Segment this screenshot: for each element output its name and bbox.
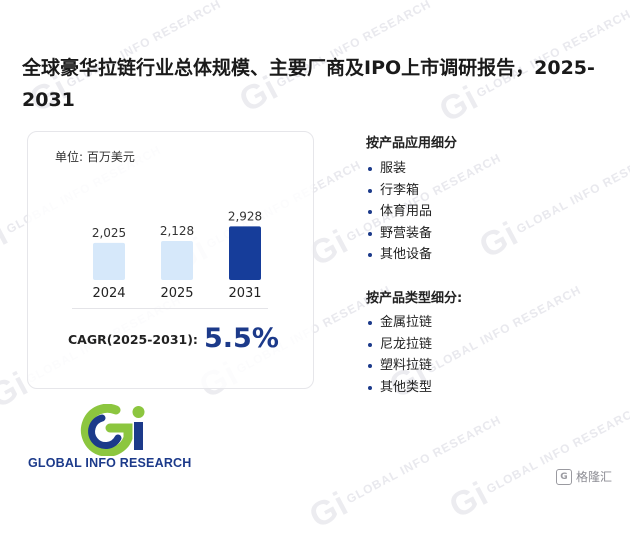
cagr-label: CAGR(2025-2031): bbox=[68, 332, 198, 347]
x-tick-label: 2031 bbox=[228, 286, 261, 301]
bar-2031 bbox=[229, 226, 261, 280]
cagr-value: 5.5% bbox=[204, 323, 279, 354]
gelonghui-icon: G bbox=[556, 468, 572, 485]
bar-value-label: 2,128 bbox=[160, 224, 194, 238]
gir-logo-icon bbox=[80, 404, 145, 456]
badge-text: 格隆汇 bbox=[576, 470, 613, 484]
unit-label: 单位: 百万美元 bbox=[55, 150, 135, 164]
x-tick-label: 2025 bbox=[160, 286, 193, 301]
list-item: 金属拉链 bbox=[366, 312, 432, 334]
type-segment-title: 按产品类型细分: bbox=[366, 291, 463, 306]
application-segment-list: 服装 行李箱 体育用品 野营装备 其他设备 bbox=[366, 158, 432, 266]
list-item: 塑料拉链 bbox=[366, 355, 432, 377]
bar-2025 bbox=[161, 241, 193, 280]
type-segment-list: 金属拉链 尼龙拉链 塑料拉链 其他类型 bbox=[366, 312, 432, 398]
list-item: 服装 bbox=[366, 158, 432, 180]
list-item: 其他类型 bbox=[366, 377, 432, 399]
list-item: 体育用品 bbox=[366, 201, 432, 223]
global-info-research-logo: GLOBAL INFO RESEARCH bbox=[28, 404, 218, 474]
gelonghui-badge: G 格隆汇 bbox=[556, 468, 612, 485]
application-segment-title: 按产品应用细分 bbox=[366, 136, 458, 151]
list-item: 行李箱 bbox=[366, 180, 432, 202]
list-item: 尼龙拉链 bbox=[366, 334, 432, 356]
divider bbox=[72, 308, 268, 309]
market-size-card: 单位: 百万美元 2,025 2024 2,128 2025 2,928 2031 CAG… bbox=[27, 131, 314, 389]
list-item: 其他设备 bbox=[366, 244, 432, 266]
bar-value-label: 2,025 bbox=[92, 226, 126, 240]
bar-value-label: 2,928 bbox=[228, 209, 262, 223]
bar-2024 bbox=[93, 242, 125, 280]
list-item: 野营装备 bbox=[366, 223, 432, 245]
x-tick-label: 2024 bbox=[92, 286, 125, 301]
logo-text: GLOBAL INFO RESEARCH bbox=[28, 456, 192, 470]
page-title: 全球豪华拉链行业总体规模、主要厂商及IPO上市调研报告，2025-2031 bbox=[22, 57, 595, 111]
market-size-bar-chart: 2,025 2024 2,128 2025 2,928 2031 bbox=[92, 209, 262, 301]
